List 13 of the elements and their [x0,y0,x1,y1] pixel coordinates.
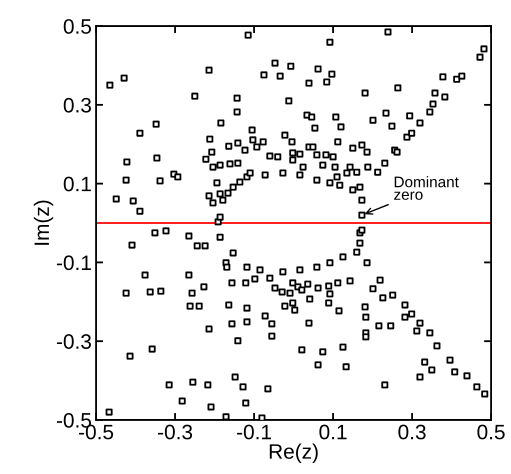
x-tick-label: 0.1 [319,424,347,440]
x-axis-title: Re(z) [270,444,318,463]
y-tick-label: -0.1 [56,255,91,270]
y-axis-title: Im(z) [34,200,54,245]
x-tick-label: 0.5 [477,424,505,440]
annotation: Dominant zero [394,176,459,200]
y-tick-label: 0.3 [64,98,91,113]
x-tick-label: 0.3 [398,424,426,440]
y-tick-label: 0.1 [64,176,91,192]
y-tick-label: -0.3 [56,334,91,349]
x-tick-label: -0.3 [158,424,192,440]
x-tick-label: -0.1 [237,424,272,440]
y-tick-label: 0.5 [64,19,92,34]
